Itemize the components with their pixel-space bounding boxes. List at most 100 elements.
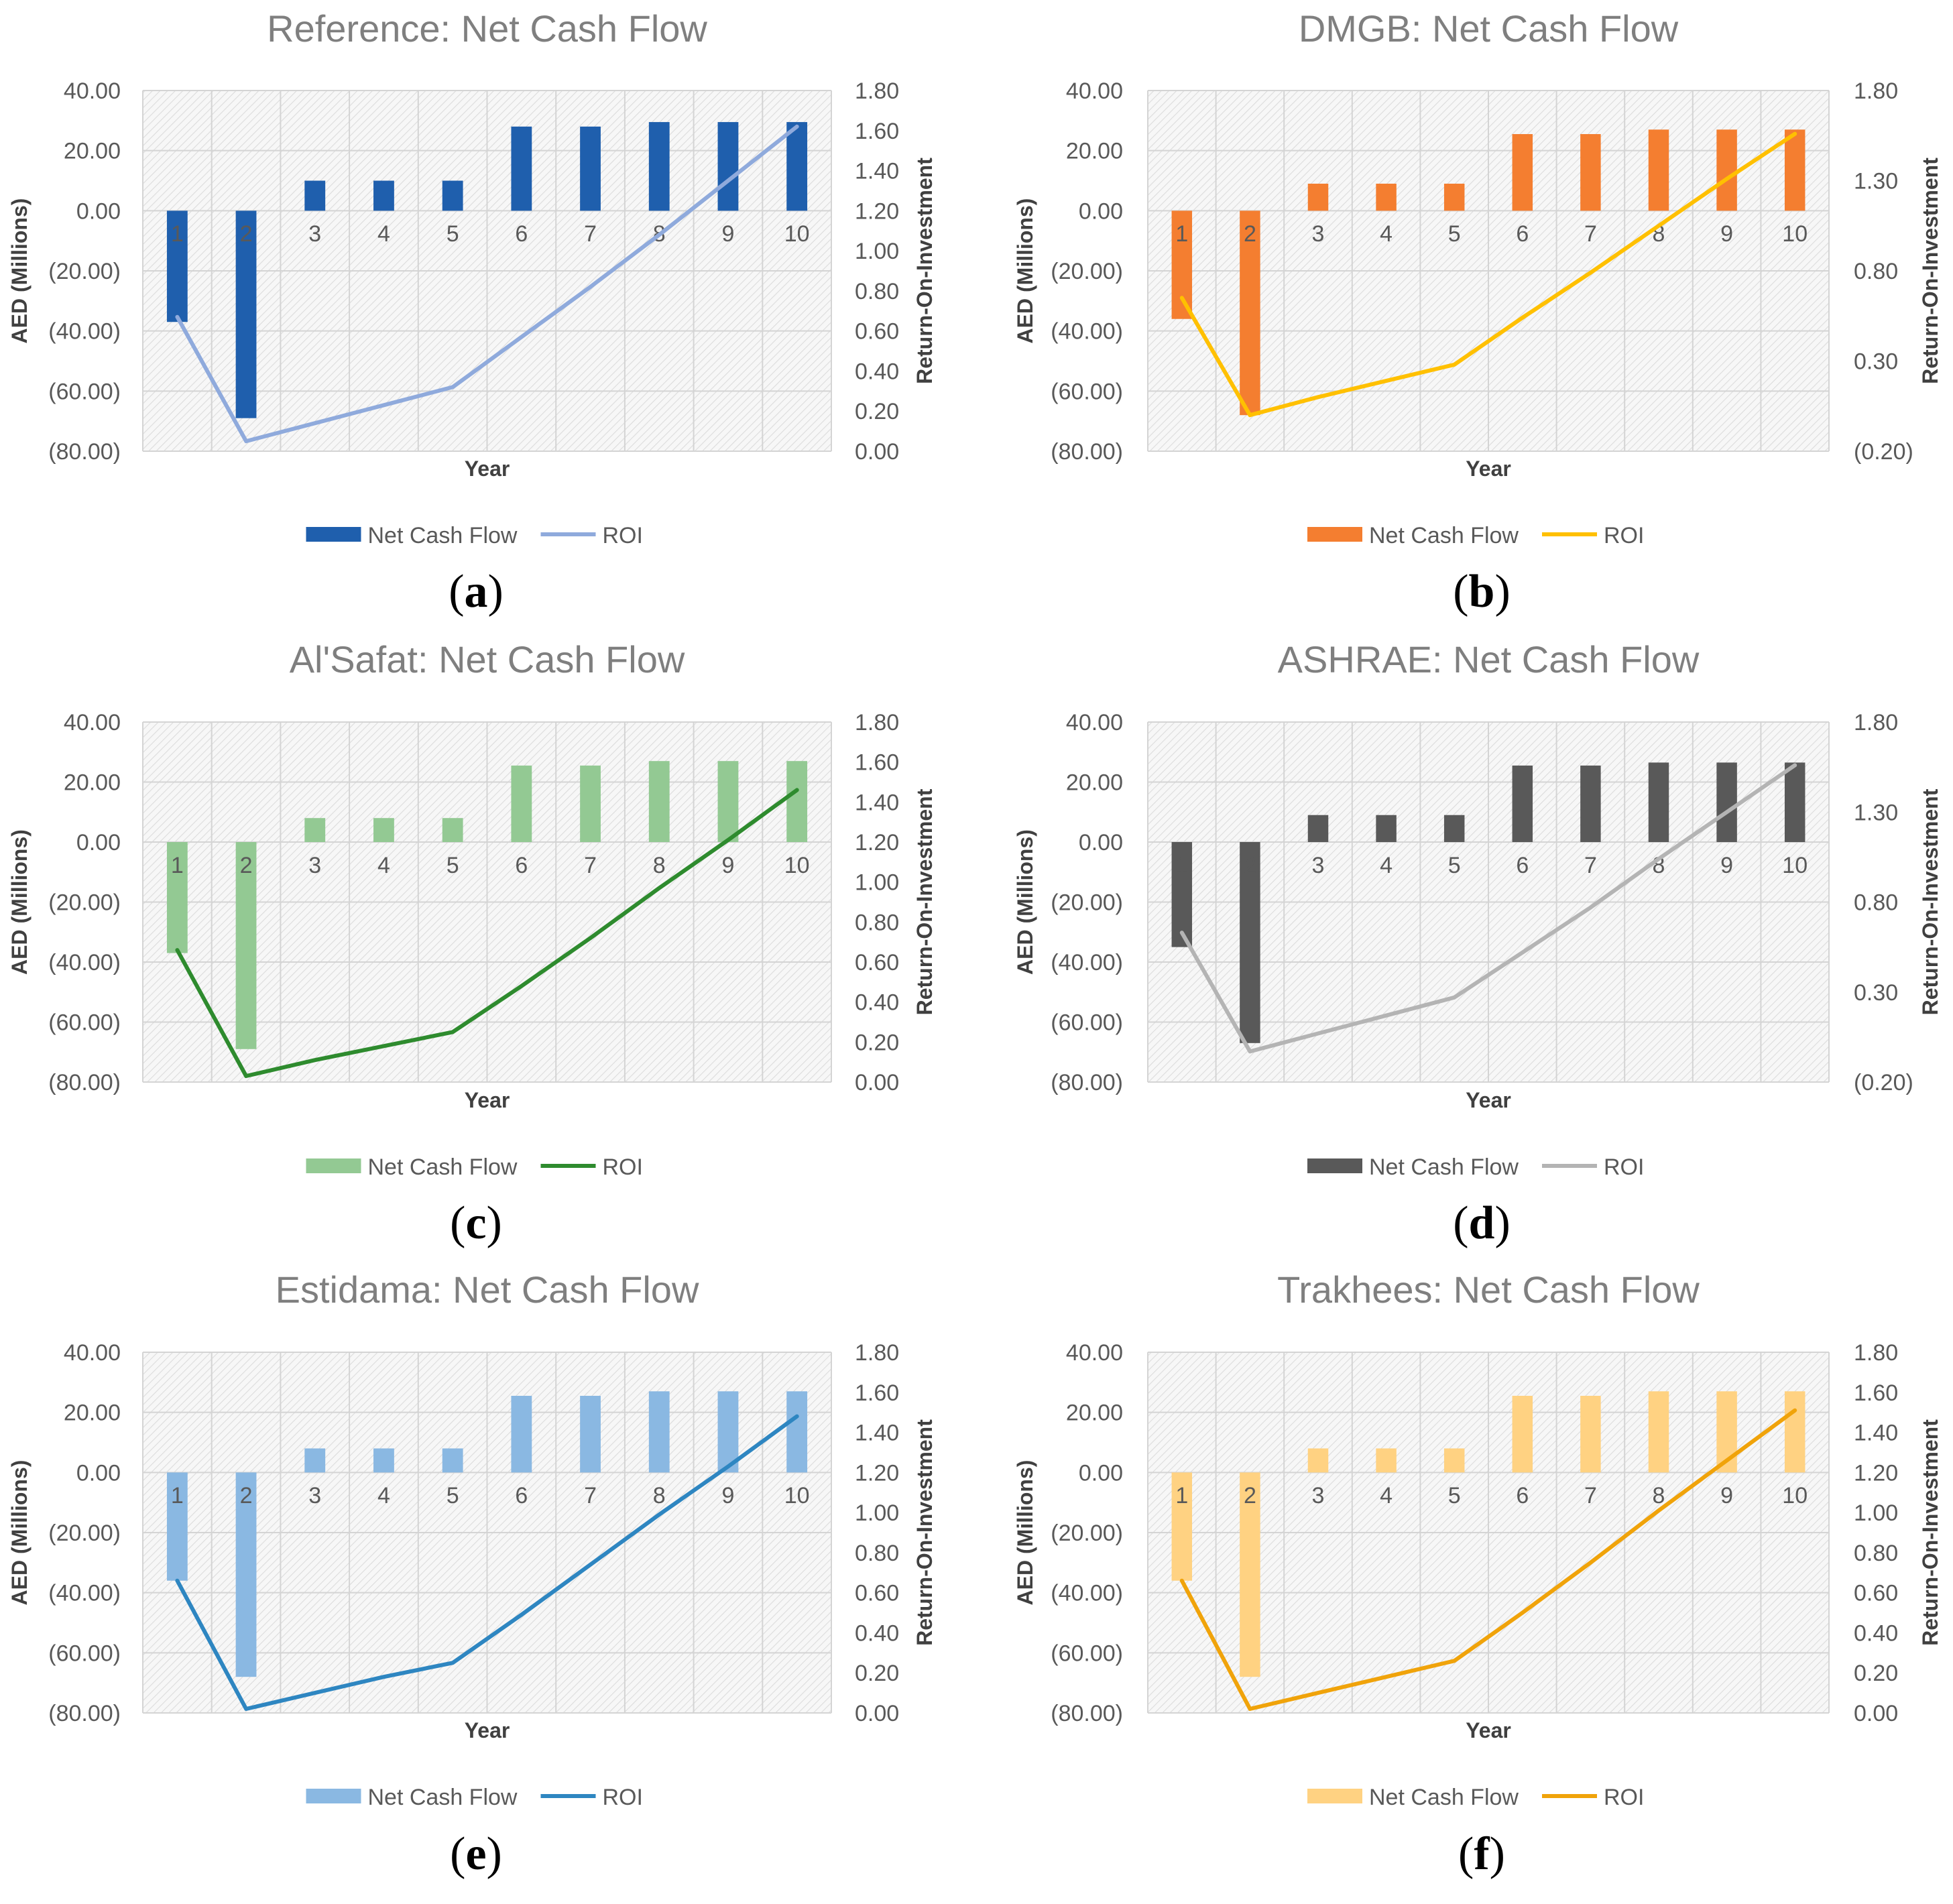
bar-year-7 [580,1396,601,1473]
x-tick-label: 10 [784,853,810,878]
x-tick-label: 9 [721,221,734,247]
y-tick-label: 0.00 [76,830,121,855]
y-tick-label: 40.00 [1066,1340,1123,1366]
y2-tick-label: 0.40 [855,1620,899,1646]
legend-label-line: ROI [1604,523,1644,548]
x-tick-label: 7 [1584,853,1597,878]
y2-tick-label: 1.80 [1854,78,1898,104]
x-tick-label: 4 [377,853,390,878]
y-tick-label: (60.00) [1051,379,1123,404]
y-tick-label: (80.00) [48,1070,121,1095]
y2-tick-label: 1.00 [855,870,899,896]
bar-year-6 [1512,765,1533,842]
bar-year-1 [1171,842,1193,947]
y-axis-title: AED (Millions) [1013,198,1037,344]
bar-year-3 [304,818,326,842]
y2-tick-label: 0.40 [855,359,899,384]
y2-tick-label: 1.80 [855,78,899,104]
y-axis-title: AED (Millions) [1013,1460,1037,1606]
y-tick-label: (60.00) [1051,1010,1123,1036]
y-axis-title: AED (Millions) [7,829,32,975]
chart-title: DMGB: Net Cash Flow [1299,7,1679,50]
legend-swatch-bar [1307,1158,1362,1173]
y-tick-label: 20.00 [64,1401,121,1426]
bar-year-7 [1580,1396,1601,1473]
y2-tick-label: 1.40 [855,1421,899,1446]
x-tick-label: 3 [1312,221,1325,247]
x-tick-label: 10 [1782,853,1808,878]
bar-year-9 [717,1391,739,1473]
y2-axis-title: Return-On-Investment [1918,158,1942,384]
y2-tick-label: 1.20 [855,1460,899,1486]
legend: Net Cash Flow ROI [1307,523,1644,548]
bar-year-1 [1171,1472,1193,1581]
y-tick-label: 0.00 [1079,198,1123,224]
y2-tick-label: 1.40 [855,159,899,184]
bar-year-6 [1512,1396,1533,1473]
bar-year-9 [1716,129,1737,211]
legend-label-bar: Net Cash Flow [1369,1785,1519,1810]
y-tick-label: (40.00) [1051,1581,1123,1606]
legend-swatch-bar [1307,527,1362,542]
x-tick-label: 1 [1175,1483,1188,1508]
y2-tick-label: 0.40 [1854,1620,1898,1646]
chart-panel-f: 1 2 3 4 5 6 7 8 9 10 40.00 20.00 0.00 (20.00) (40.00) (… [1013,1268,1942,1880]
x-tick-label: 3 [1312,1483,1325,1508]
legend: Net Cash Flow ROI [306,1785,643,1810]
bar-year-10 [786,1391,808,1473]
bar-year-8 [648,122,670,211]
x-tick-label: 5 [1448,221,1461,247]
chart-panel-c: 1 2 3 4 5 6 7 8 9 10 40.00 20.00 0.00 (20.00) (40.00) (… [7,638,937,1249]
x-tick-label: 9 [1720,221,1733,247]
bar-year-1 [166,211,188,322]
y2-tick-label: 0.60 [855,950,899,975]
bar-year-8 [1648,129,1669,211]
x-tick-label: 6 [1516,1483,1529,1508]
bar-year-10 [786,122,808,211]
x-tick-label: 2 [240,221,253,247]
x-tick-label: 3 [308,1483,321,1508]
y-tick-label: 20.00 [1066,770,1123,796]
y-tick-label: 40.00 [1066,78,1123,104]
y2-tick-label: 1.30 [1854,800,1898,825]
y-tick-label: (40.00) [1051,319,1123,345]
chart-panel-e: 1 2 3 4 5 6 7 8 9 10 40.00 20.00 0.00 (20.00) (40.00) (… [7,1268,937,1880]
bar-year-2 [235,211,257,418]
legend-label-line: ROI [603,523,643,548]
bar-year-7 [1580,134,1601,211]
bar-year-4 [373,818,394,842]
y2-tick-label: (0.20) [1854,439,1913,465]
x-tick-label: 1 [171,221,184,247]
chart-panel-a: 1 2 3 4 5 6 7 8 9 1040.0020.000.00(20.00)(40.00)(… [7,7,937,617]
y-tick-label: (80.00) [1051,439,1123,465]
bar-year-5 [1443,1448,1465,1473]
panel-letter: (a) [449,566,504,617]
y2-tick-label: 0.00 [1854,1701,1898,1726]
y2-axis-title: Return-On-Investment [1918,1419,1942,1646]
legend-label-bar: Net Cash Flow [368,1154,518,1180]
x-axis-title: Year [1466,1088,1511,1112]
legend-label-bar: Net Cash Flow [1369,523,1519,548]
bar-year-5 [1443,815,1465,842]
x-tick-label: 7 [584,1483,597,1508]
bar-year-9 [717,761,739,842]
bar-year-3 [304,180,326,211]
x-tick-label: 3 [1312,853,1325,878]
bar-year-3 [304,1448,326,1473]
x-tick-label: 5 [447,1483,459,1508]
y-tick-label: (60.00) [48,1641,121,1666]
bar-year-5 [442,1448,463,1473]
y2-tick-label: 0.20 [1854,1661,1898,1686]
y2-tick-label: 0.30 [1854,980,1898,1006]
y-tick-label: 20.00 [64,139,121,164]
legend: Net Cash Flow ROI [1307,1154,1644,1180]
y2-tick-label: 0.00 [855,1701,899,1726]
bar-year-5 [1443,183,1465,211]
legend-swatch-bar [306,1789,361,1803]
bar-year-4 [373,180,394,211]
x-tick-label: 6 [515,853,528,878]
legend-swatch-bar [306,1158,361,1173]
x-axis-title: Year [1466,457,1511,481]
bar-year-5 [442,180,463,211]
